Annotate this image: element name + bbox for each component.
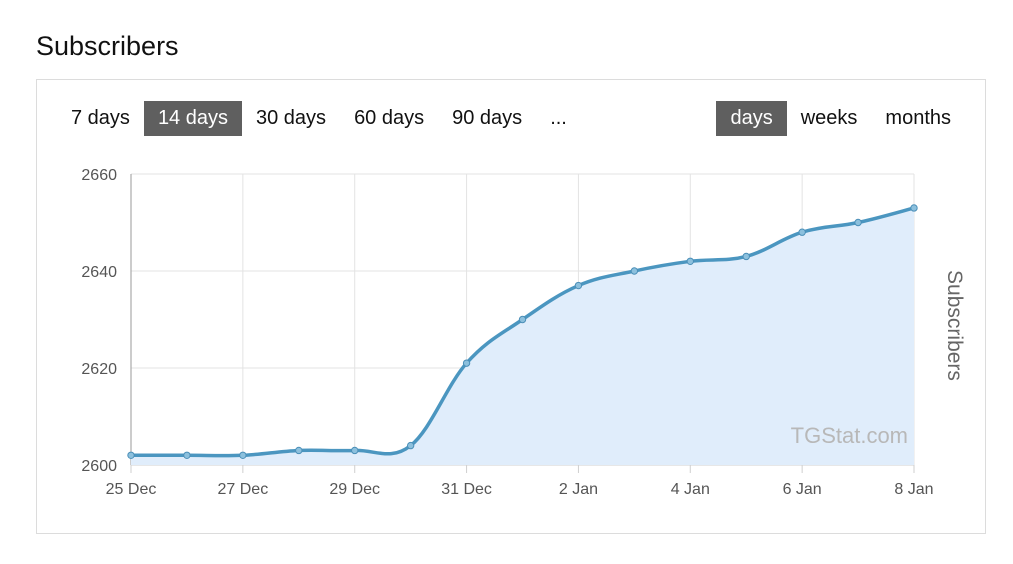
data-point[interactable]: [127, 451, 135, 459]
x-tick-label: 27 Dec: [218, 481, 269, 498]
y-tick-label: 2600: [81, 458, 117, 475]
x-tick-label: 8 Jan: [894, 481, 933, 498]
series-line: [129, 206, 916, 458]
range-14-days-button[interactable]: 14 days: [143, 101, 242, 136]
x-tick-label: 2 Jan: [559, 481, 598, 498]
range-more-button[interactable]: ...: [536, 101, 581, 136]
data-point[interactable]: [351, 446, 359, 455]
unit-days-button[interactable]: days: [716, 101, 787, 136]
x-tick-label: 6 Jan: [783, 481, 822, 498]
data-point[interactable]: [742, 252, 750, 261]
unit-months-button[interactable]: months: [871, 101, 965, 136]
data-point[interactable]: [462, 359, 471, 367]
data-point[interactable]: [295, 446, 303, 455]
unit-selector: days weeks months: [716, 101, 965, 136]
x-tick-label: 31 Dec: [441, 481, 492, 498]
data-point[interactable]: [686, 257, 694, 266]
range-30-days-button[interactable]: 30 days: [242, 101, 340, 136]
data-point[interactable]: [574, 281, 583, 290]
data-point[interactable]: [798, 228, 806, 236]
data-point[interactable]: [406, 441, 415, 450]
chart-panel: 7 days 14 days 30 days 60 days 90 days... da…: [36, 79, 986, 534]
range-selector: 7 days 14 days 30 days 60 days 90 days...: [61, 101, 581, 136]
range-60-days-button[interactable]: 60 days: [340, 101, 438, 136]
series-area: [131, 207, 914, 465]
range-7-days-button[interactable]: 7 days: [61, 101, 144, 136]
y-axis-title: Subscribers: [943, 270, 966, 381]
data-point[interactable]: [910, 204, 918, 212]
subscribers-chart: 2600 2620 2640 2660 25 Dec 27 Dec 29 Dec 31 Dec…: [81, 167, 966, 498]
y-tick-label: 2640: [81, 264, 117, 281]
series-points: [127, 204, 918, 459]
x-tick-label: 4 Jan: [671, 481, 710, 498]
unit-weeks-button[interactable]: weeks: [787, 101, 872, 136]
range-90-days-button[interactable]: 90 days: [438, 101, 536, 136]
x-tick-label: 29 Dec: [329, 481, 380, 498]
data-point[interactable]: [183, 451, 191, 459]
chart-credits[interactable]: TGStat.com: [791, 423, 908, 448]
data-point[interactable]: [239, 451, 247, 459]
data-point[interactable]: [518, 315, 527, 324]
x-tick-label: 25 Dec: [106, 481, 157, 498]
y-tick-label: 2620: [81, 361, 117, 378]
data-point[interactable]: [630, 267, 639, 275]
chart-axes: 2600 2620 2640 2660 25 Dec 27 Dec 29 Dec 31 Dec…: [81, 167, 933, 498]
page-title: Subscribers: [36, 31, 179, 61]
data-point[interactable]: [854, 218, 862, 227]
y-tick-label: 2660: [81, 167, 117, 184]
